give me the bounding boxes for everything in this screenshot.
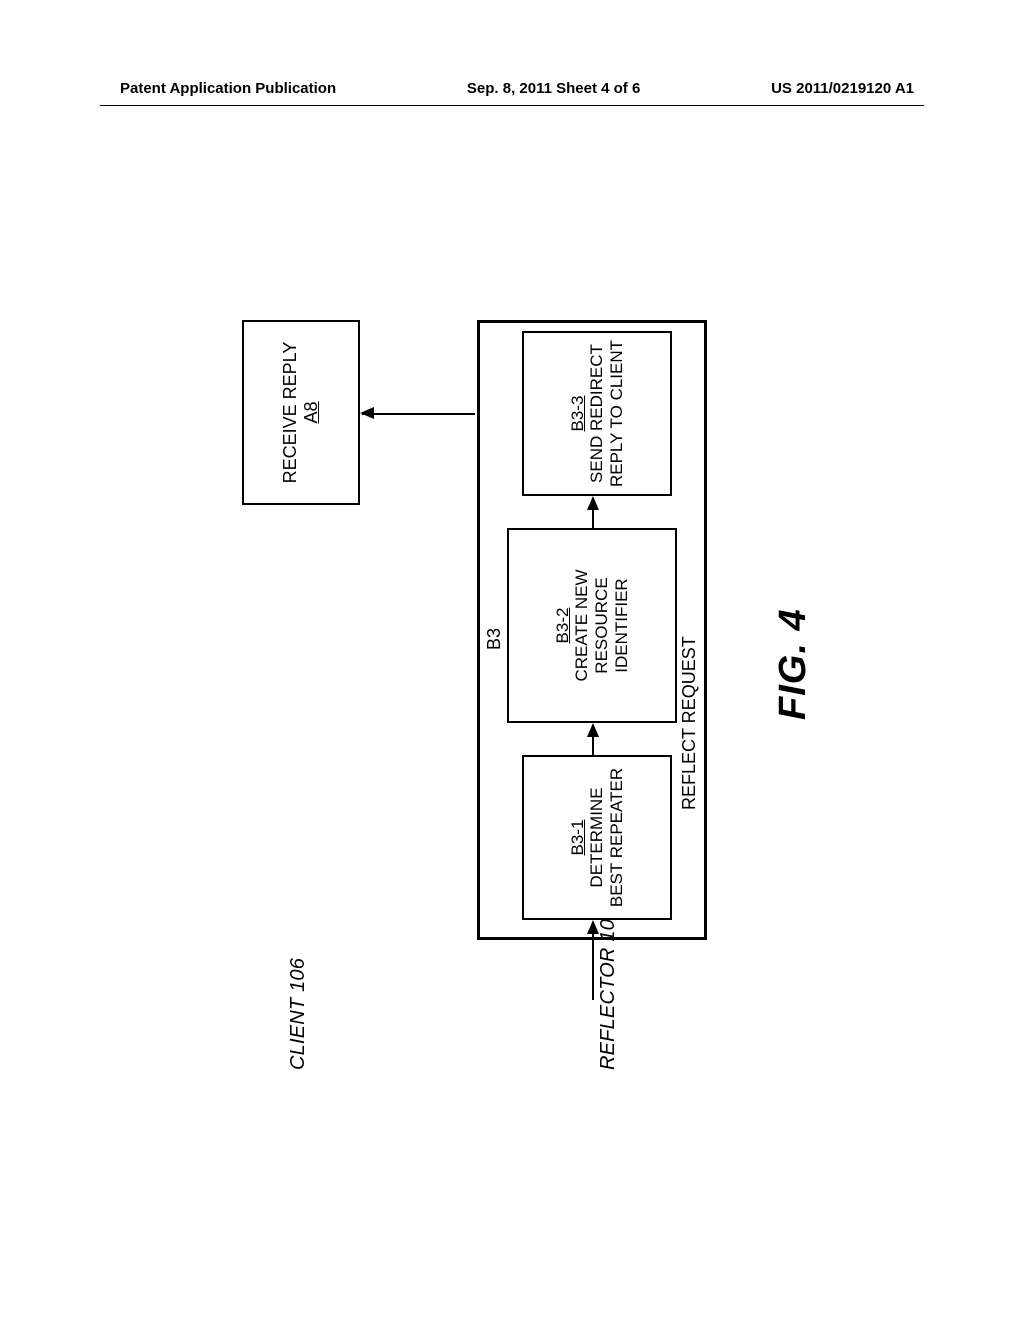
step-a8: RECEIVE REPLY A8 — [242, 320, 360, 505]
arrow-b32-b33 — [592, 498, 594, 528]
step-b3-3-l1: SEND REDIRECT — [587, 344, 607, 483]
header-right: US 2011/0219120 A1 — [771, 80, 914, 97]
step-b3-1: B3-1 DETERMINE BEST REPEATER — [522, 755, 672, 920]
arrow-into-b3-1 — [592, 922, 594, 1000]
group-caption: REFLECT REQUEST — [679, 636, 700, 810]
step-b3-1-l2: BEST REPEATER — [607, 768, 627, 907]
step-b3-1-id: B3-1 — [568, 820, 588, 856]
figure-label: FIG. 4 — [772, 608, 815, 720]
step-b3-1-l1: DETERMINE — [587, 787, 607, 887]
step-a8-id: A8 — [301, 401, 322, 423]
step-b3-2-id: B3-2 — [553, 608, 573, 644]
header-left: Patent Application Publication — [120, 80, 336, 97]
step-a8-l1: RECEIVE REPLY — [280, 342, 301, 484]
step-b3-3: B3-3 SEND REDIRECT REPLY TO CLIENT — [522, 331, 672, 496]
group-id-b3: B3 — [484, 628, 505, 650]
arrow-b33-a8 — [362, 413, 475, 415]
arrow-b31-b32 — [592, 725, 594, 755]
lane-label-client: CLIENT 106 — [287, 958, 310, 1070]
step-b3-2-l1: CREATE NEW — [572, 569, 592, 681]
flowchart-diagram: CLIENT 106 REFLECTOR 108 B3 REFLECT REQU… — [182, 290, 842, 1070]
header-rule — [100, 105, 924, 106]
header-center: Sep. 8, 2011 Sheet 4 of 6 — [467, 80, 640, 97]
step-b3-2-l2: RESOURCE IDENTIFIER — [592, 530, 631, 721]
step-b3-3-l2: REPLY TO CLIENT — [607, 340, 627, 487]
page-header: Patent Application Publication Sep. 8, 2… — [0, 80, 1024, 97]
step-b3-3-id: B3-3 — [568, 396, 588, 432]
step-b3-2: B3-2 CREATE NEW RESOURCE IDENTIFIER — [507, 528, 677, 723]
